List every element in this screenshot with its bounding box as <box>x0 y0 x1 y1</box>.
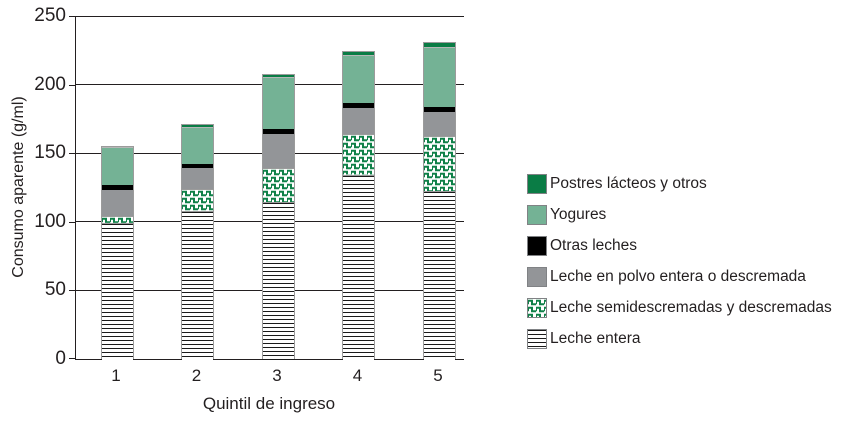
legend-swatch <box>527 205 547 225</box>
legend-item-otras-leches: Otras leches <box>527 236 832 256</box>
legend-swatch <box>527 267 547 287</box>
segment-yogures <box>262 78 294 129</box>
y-tick-label-150: 150 <box>34 142 66 164</box>
segment-otras-leches <box>182 163 213 168</box>
segment-postres-l-cteos-y-otros <box>101 146 133 149</box>
segment-yogures <box>182 128 213 164</box>
segment-yogures <box>343 56 374 103</box>
legend-swatch <box>527 329 547 349</box>
legend-label: Yogures <box>550 206 607 223</box>
x-axis-title: Quintil de ingreso <box>202 394 336 413</box>
segment-leche-semidescremadas-y-descremadas <box>182 189 213 212</box>
segment-otras-leches <box>101 185 133 190</box>
segment-postres-l-cteos-y-otros <box>423 43 455 48</box>
segment-leche-semidescremadas-y-descremadas <box>423 135 455 192</box>
x-tick-label-3: 3 <box>272 366 282 385</box>
legend-item-leche-en-polvo-entera-o-descremada: Leche en polvo entera o descremada <box>527 267 832 287</box>
y-tick-mark-200 <box>69 84 76 86</box>
gridline-250 <box>76 15 464 17</box>
y-tick-label-250: 250 <box>34 5 66 26</box>
segment-postres-l-cteos-y-otros <box>182 124 213 129</box>
y-tick-mark-250 <box>69 16 76 17</box>
segment-leche-en-polvo-entera-o-descremada <box>423 112 455 136</box>
y-tick-label-50: 50 <box>44 279 66 301</box>
x-tick-label-4: 4 <box>352 366 363 385</box>
segment-leche-entera <box>343 174 374 360</box>
segment-leche-entera <box>262 202 294 360</box>
y-axis-title: Consumo aparente (g/ml) <box>10 96 27 278</box>
segment-leche-semidescremadas-y-descremadas <box>101 215 133 223</box>
segment-leche-entera <box>101 222 133 360</box>
segment-leche-entera <box>182 211 213 360</box>
legend-label: Otras leches <box>550 237 638 254</box>
legend-item-leche-semidescremadas-y-descremadas: Leche semidescremadas y descremadas <box>527 298 832 318</box>
segment-leche-semidescremadas-y-descremadas <box>343 134 374 175</box>
legend: Postres lácteos y otros Yogures Otras lech… <box>527 174 832 349</box>
segment-leche-entera <box>423 191 455 360</box>
legend-swatch <box>527 174 547 194</box>
bar-quintil-4 <box>342 51 375 360</box>
segment-leche-en-polvo-entera-o-descremada <box>101 189 133 216</box>
legend-label: Leche entera <box>550 330 641 347</box>
x-tick-label-2: 2 <box>191 366 202 385</box>
segment-leche-en-polvo-entera-o-descremada <box>262 134 294 168</box>
segment-leche-en-polvo-entera-o-descremada <box>343 107 374 135</box>
segment-postres-l-cteos-y-otros <box>262 74 294 79</box>
y-tick-mark-0 <box>69 358 76 359</box>
y-tick-mark-150 <box>69 153 76 155</box>
legend-label: Leche en polvo entera o descremada <box>550 268 806 285</box>
legend-item-yogures: Yogures <box>527 205 832 225</box>
segment-postres-l-cteos-y-otros <box>343 52 374 57</box>
legend-label: Leche semidescremadas y descremadas <box>550 299 832 316</box>
legend-label: Postres lácteos y otros <box>550 175 707 192</box>
plot-area <box>69 15 464 360</box>
legend-item-leche-entera: Leche entera <box>527 329 832 349</box>
x-tick-label-5: 5 <box>433 366 443 385</box>
segment-otras-leches <box>343 102 374 108</box>
bar-quintil-2 <box>181 123 214 360</box>
x-tick-label-1: 1 <box>111 366 121 385</box>
y-tick-label-100: 100 <box>34 210 66 232</box>
segment-yogures <box>101 148 133 186</box>
segment-yogures <box>423 47 455 107</box>
y-tick-mark-100 <box>69 221 76 223</box>
segment-leche-semidescremadas-y-descremadas <box>262 167 294 203</box>
legend-item-postres-l-cteos-y-otros: Postres lácteos y otros <box>527 174 832 194</box>
y-tick-label-0: 0 <box>55 348 66 369</box>
bar-quintil-1 <box>100 145 134 360</box>
legend-swatch <box>527 298 547 318</box>
bar-quintil-3 <box>261 73 295 360</box>
bar-quintil-5 <box>422 42 456 360</box>
segment-otras-leches <box>262 128 294 135</box>
y-tick-mark-50 <box>69 290 76 292</box>
segment-otras-leches <box>423 106 455 113</box>
segment-leche-en-polvo-entera-o-descremada <box>182 167 213 190</box>
legend-swatch <box>527 236 547 256</box>
y-tick-label-200: 200 <box>34 73 66 95</box>
